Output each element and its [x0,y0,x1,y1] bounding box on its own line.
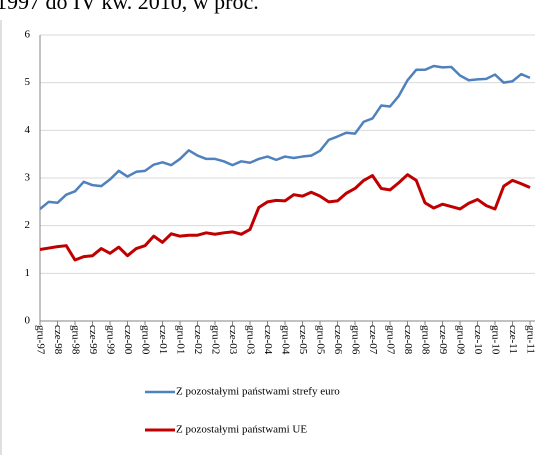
x-tick-label: gru-06 [349,325,361,355]
y-tick-label: 1 [25,267,31,279]
x-tick-label: cze-08 [402,325,414,355]
y-tick-label: 4 [25,124,31,136]
x-tick-label: cze-09 [437,325,449,355]
y-tick-label: 2 [25,219,31,231]
x-tick-label: gru-99 [104,325,116,355]
legend-label: Z pozostałymi państwami UE [176,424,307,436]
x-tick-label: cze-00 [122,325,134,355]
x-tick-label: cze-07 [367,325,379,355]
x-tick-label: cze-10 [472,325,484,355]
x-tick-label: cze-03 [227,325,239,355]
y-tick-label: 3 [25,172,31,184]
x-tick-label: cze-98 [52,325,64,355]
x-tick-label: gru-02 [209,325,221,354]
x-tick-label: gru-10 [489,325,501,355]
legend-label: Z pozostałymi państwami strefy euro [176,386,340,398]
x-tick-label: cze-11 [507,325,519,354]
y-tick-label: 0 [25,315,31,327]
x-tick-label: gru-05 [314,325,326,355]
x-tick-label: cze-99 [87,325,99,355]
x-tick-label: gru-04 [279,325,291,355]
x-tick-label: gru-01 [174,325,186,354]
series-line [39,64,531,210]
x-tick-label: cze-06 [332,325,344,355]
x-tick-label: cze-04 [262,325,274,355]
y-tick-label: 6 [25,29,31,41]
x-tick-label: gru-03 [244,325,256,355]
y-tick-label: 5 [25,76,31,88]
x-tick-label: cze-01 [157,325,169,354]
x-tick-label: gru-09 [454,325,466,355]
x-tick-label: gru-97 [34,325,46,355]
x-tick-label: cze-02 [192,325,204,354]
chart-title: 1997 do IV kw. 2010, w proc. [0,0,259,14]
series-line [39,173,531,262]
x-tick-label: gru-08 [419,325,431,355]
x-tick-label: gru-00 [139,325,151,355]
x-tick-label: gru-07 [384,325,396,355]
x-tick-label: gru-98 [69,325,81,355]
x-tick-label: gru-11 [524,325,535,354]
x-tick-label: cze-05 [297,325,309,355]
